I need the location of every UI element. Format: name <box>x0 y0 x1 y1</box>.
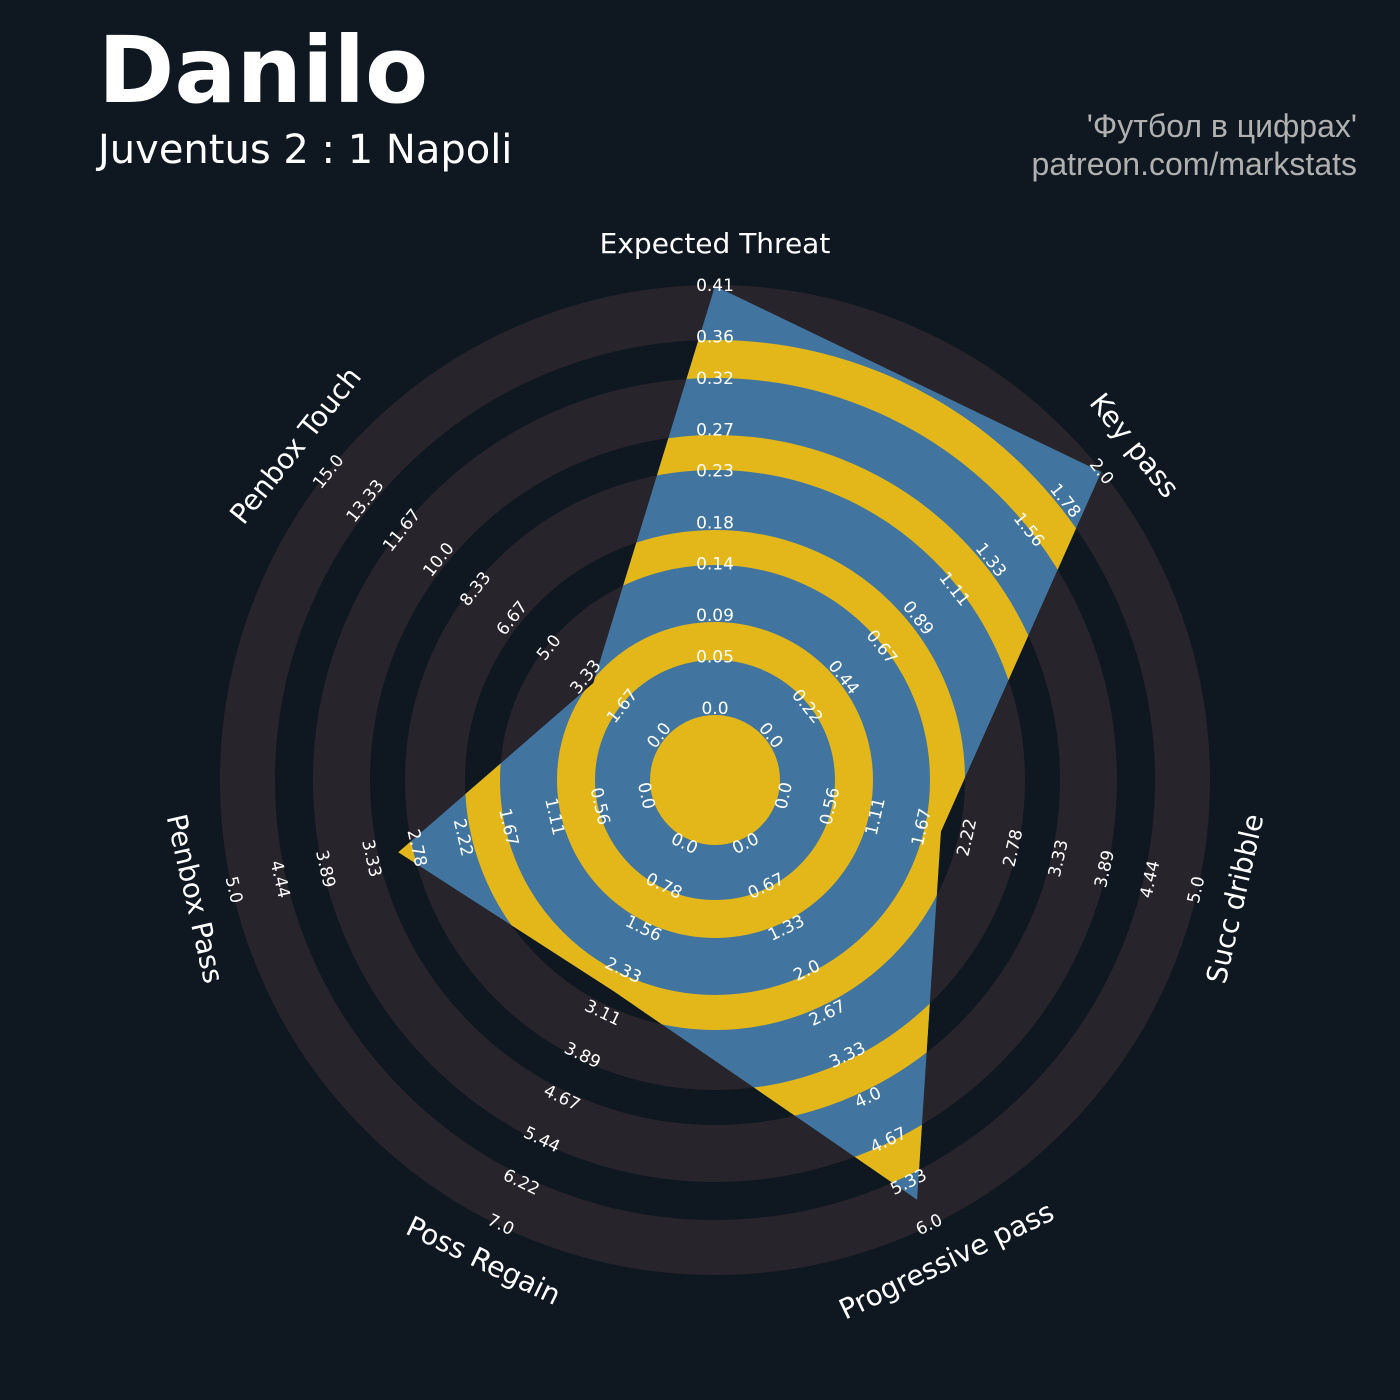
tick-label: 0.32 <box>696 369 734 389</box>
tick-label: 0.36 <box>696 328 734 348</box>
chart-title: Danilo <box>98 17 428 124</box>
inner-ring <box>398 340 1102 1200</box>
inner-ring <box>557 622 873 938</box>
inner-ring <box>650 715 780 845</box>
tick-label: 0.0 <box>701 699 728 719</box>
inner-rings <box>398 340 1102 1200</box>
tick-label: 0.41 <box>696 276 734 296</box>
tick-label: 0.05 <box>696 647 734 667</box>
inner-ring <box>465 530 965 1030</box>
tick-label: 0.18 <box>696 513 734 533</box>
tick-label: 0.23 <box>696 462 734 482</box>
credit: 'Футбол в цифрах' <box>1087 108 1357 144</box>
param-label: Expected Threat <box>600 227 831 260</box>
chart-subtitle: Juventus 2 : 1 Napoli <box>95 127 512 173</box>
tick-label: 0.09 <box>696 606 734 626</box>
tick-label: 0.14 <box>696 555 734 575</box>
credit: patreon.com/markstats <box>1032 146 1357 182</box>
tick-label: 0.27 <box>696 420 734 440</box>
